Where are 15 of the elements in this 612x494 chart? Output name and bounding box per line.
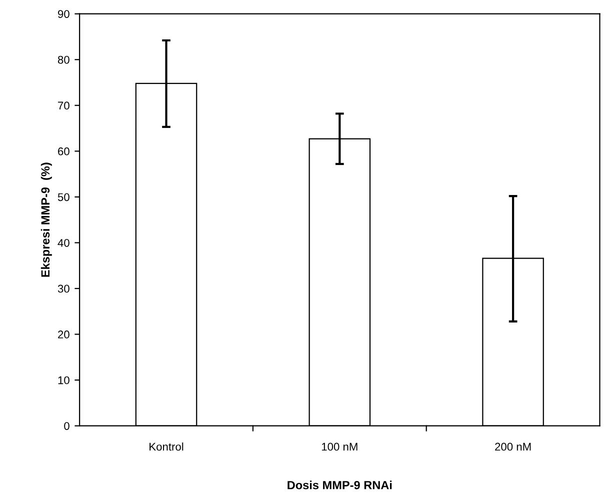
- x-axis-title: Dosis MMP-9 RNAi: [288, 480, 392, 490]
- y-tick-label: 50: [58, 193, 70, 202]
- y-tick-label: 90: [58, 10, 70, 18]
- y-tick-label: 20: [58, 330, 70, 338]
- y-axis-title: Ekspresi MMP-9 (%): [40, 162, 52, 277]
- x-tick-label: 200 nM: [495, 442, 531, 451]
- y-tick-label: 0: [64, 422, 70, 430]
- y-tick-label: 30: [58, 284, 70, 293]
- x-tick-label: 100 nM: [322, 442, 358, 451]
- x-tick-label: Kontrol: [150, 442, 184, 451]
- y-tick-label: 40: [58, 238, 70, 247]
- y-tick-label: 70: [58, 102, 70, 110]
- y-tick-label: 10: [58, 376, 70, 384]
- y-tick-label: 60: [58, 147, 70, 156]
- y-tick-label: 80: [58, 56, 70, 64]
